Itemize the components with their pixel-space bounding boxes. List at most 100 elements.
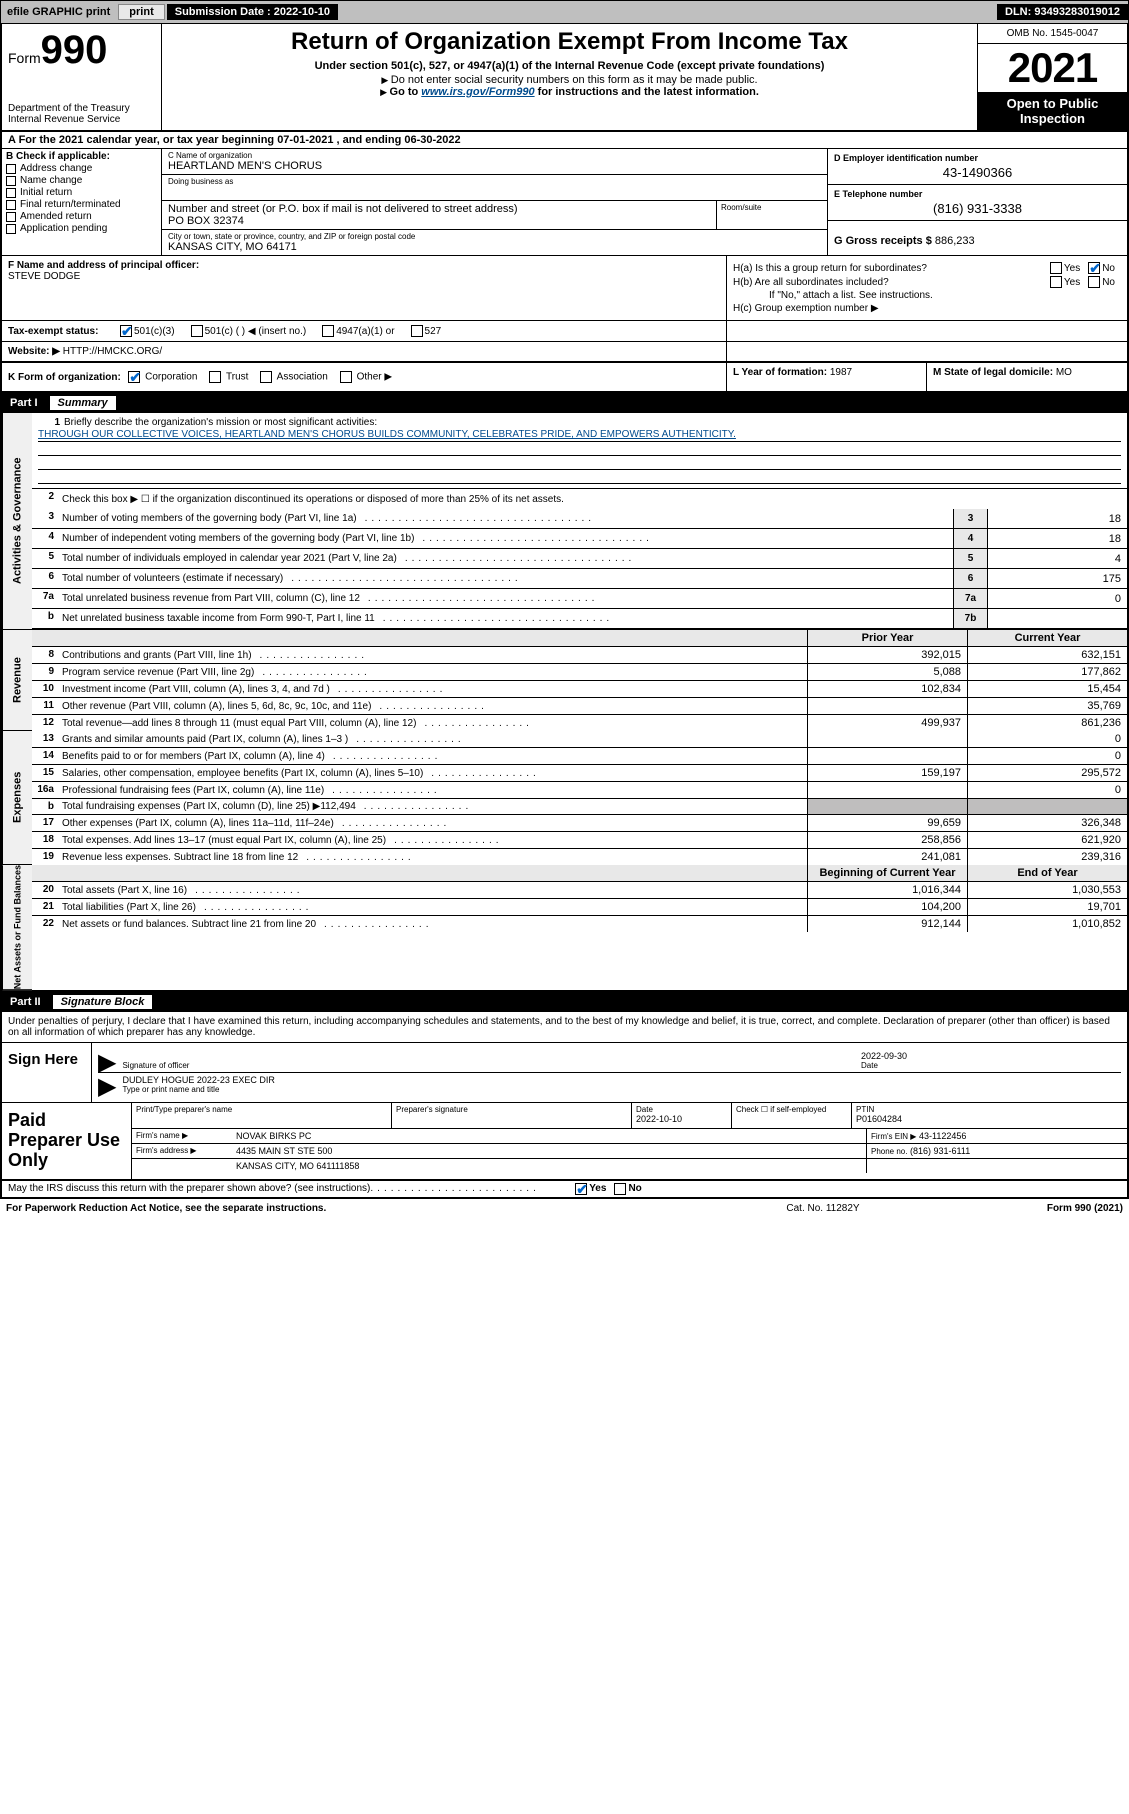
row-j: Website: ▶ HTTP://HMCKC.ORG/ [0,342,1129,363]
line-8: 8Contributions and grants (Part VIII, li… [32,647,1127,664]
checkbox-icon [6,200,16,210]
line-15: 15Salaries, other compensation, employee… [32,765,1127,782]
line-desc: Total number of individuals employed in … [58,549,953,568]
summary-line-4: 4Number of independent voting members of… [32,529,1127,549]
discuss-text: May the IRS discuss this return with the… [8,1183,370,1194]
current-val: 632,151 [967,647,1127,663]
hb-row: H(b) Are all subordinates included? Yes … [733,276,1121,288]
opt-501c[interactable]: 501(c) ( ) ◀ (insert no.) [189,325,307,337]
section-d-e-g: D Employer identification number 43-1490… [827,149,1127,255]
print-button[interactable]: print [118,4,164,20]
dots: ......................... [370,1183,573,1194]
irs-link[interactable]: www.irs.gov/Form990 [421,86,534,98]
current-val: 326,348 [967,815,1127,831]
section-b-block: B Check if applicable: Address change Na… [0,149,1129,256]
omb-number: OMB No. 1545-0047 [978,24,1127,44]
prep-row-4: KANSAS CITY, MO 641111858 [132,1159,1127,1173]
form-prefix: Form [8,50,41,66]
vtab-expenses: Expenses [2,731,32,865]
line-num: 7a [32,589,58,608]
form-ref-pre: Form [1047,1203,1075,1214]
k-corp[interactable]: Corporation [126,371,197,383]
line-num: 19 [32,849,58,865]
blank [32,630,58,646]
hc-right [727,321,1127,341]
chk-amended[interactable]: Amended return [6,211,157,222]
vtab-governance: Activities & Governance [2,413,32,629]
name-field: DUDLEY HOGUE 2022-23 EXEC DIR Type or pr… [122,1075,1121,1094]
sig-date-label: Date [861,1061,1121,1070]
firm-addr2-val: KANSAS CITY, MO 641111858 [236,1161,359,1171]
discuss-yes-check[interactable] [575,1183,587,1195]
arrow-icon: ▶ [98,1056,116,1070]
current-val: 295,572 [967,765,1127,781]
line-desc: Net unrelated business taxable income fr… [58,609,953,628]
section-f-h: F Name and address of principal officer:… [0,256,1129,321]
line-desc: Investment income (Part VIII, column (A)… [58,681,807,697]
summary-netassets: Net Assets or Fund Balances Beginning of… [0,865,1129,992]
sign-block: Sign Here ▶ Signature of officer 2022-09… [0,1043,1129,1103]
no-label: No [628,1183,641,1194]
ha-no-check[interactable] [1088,262,1100,274]
f-label: F Name and address of principal officer: [8,260,199,271]
chk-address-change[interactable]: Address change [6,163,157,174]
principal-officer: STEVE DODGE [8,271,720,282]
line-desc: Number of voting members of the governin… [58,509,953,528]
k-other[interactable]: Other ▶ [338,371,392,383]
line-14: 14Benefits paid to or for members (Part … [32,748,1127,765]
current-val: 35,769 [967,698,1127,714]
hb-label: H(b) Are all subordinates included? [733,277,1048,288]
header-mid: Return of Organization Exempt From Incom… [162,24,977,130]
line-20: 20Total assets (Part X, line 16)........… [32,882,1127,899]
form-title: Return of Organization Exempt From Incom… [166,28,973,56]
ein-row: D Employer identification number 43-1490… [828,149,1127,185]
row-i: Tax-exempt status: 501(c)(3) 501(c) ( ) … [0,321,1129,342]
mission-link[interactable]: THROUGH OUR COLLECTIVE VOICES, HEARTLAND… [38,429,736,440]
hb-no-check[interactable] [1088,276,1100,288]
line-num: b [32,609,58,628]
chk-initial-return[interactable]: Initial return [6,187,157,198]
address-row: Number and street (or P.O. box if mail i… [162,201,827,230]
chk-name-change[interactable]: Name change [6,175,157,186]
l-label: L Year of formation: [733,367,827,378]
line-num: 18 [32,832,58,848]
website-val: HTTP://HMCKC.ORG/ [63,346,162,357]
k-assoc[interactable]: Association [258,371,327,383]
opt-4947[interactable]: 4947(a)(1) or [320,325,394,337]
room-col: Room/suite [717,201,827,229]
preparer-left-label: Paid Preparer Use Only [2,1103,132,1178]
line-13: 13Grants and similar amounts paid (Part … [32,731,1127,748]
line-9: 9Program service revenue (Part VIII, lin… [32,664,1127,681]
firm-addr-cell: Firm's address ▶ 4435 MAIN ST STE 500 [132,1144,867,1158]
submission-date: Submission Date : 2022-10-10 [167,4,338,20]
opt-527[interactable]: 527 [409,325,442,337]
checkbox-icon [260,371,272,383]
section-b-checks: B Check if applicable: Address change Na… [2,149,162,255]
current-val: 19,701 [967,899,1127,915]
ha-yes-check[interactable] [1050,262,1062,274]
line-desc: Salaries, other compensation, employee b… [58,765,807,781]
row-klm: K Form of organization: Corporation Trus… [0,363,1129,393]
prep-selfemp-cell: Check ☐ if self-employed [732,1103,852,1128]
form-subtitle-3: Go to www.irs.gov/Form990 for instructio… [166,86,973,98]
k-trust[interactable]: Trust [207,371,248,383]
blank [867,1159,1127,1173]
chk-app-pending[interactable]: Application pending [6,223,157,234]
signature-field[interactable]: Signature of officer [122,1047,861,1070]
line-desc: Total number of volunteers (estimate if … [58,569,953,588]
summary-line-7a: 7aTotal unrelated business revenue from … [32,589,1127,609]
checkbox-icon [6,176,16,186]
form-header: Form990 Department of the Treasury Inter… [0,24,1129,132]
current-val: 0 [967,731,1127,747]
room-label: Room/suite [721,203,823,212]
sub3-post: for instructions and the latest informat… [535,86,759,98]
discuss-no-check[interactable] [614,1183,626,1195]
checkbox-icon [128,371,140,383]
part-2-num: Part II [10,996,41,1008]
prior-val: 99,659 [807,815,967,831]
chk-final-return[interactable]: Final return/terminated [6,199,157,210]
hb-yes-check[interactable] [1050,276,1062,288]
current-year-hdr: Current Year [967,630,1127,646]
firm-ein-cell: Firm's EIN ▶ 43-1122456 [867,1129,1127,1143]
opt-501c3[interactable]: 501(c)(3) [118,325,175,337]
